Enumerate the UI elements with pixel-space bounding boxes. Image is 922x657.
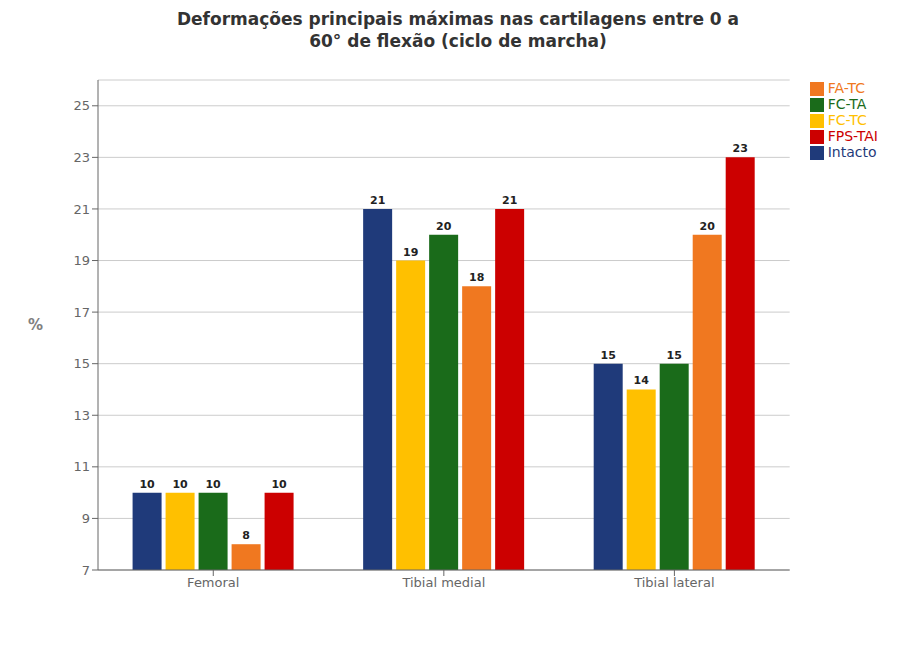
svg-text:Femoral: Femoral xyxy=(187,575,239,590)
svg-text:19: 19 xyxy=(403,246,418,259)
svg-text:23: 23 xyxy=(733,142,748,155)
html-text:Deformações principais máximas: Deformações principais máximas nas carti… xyxy=(176,9,740,29)
svg-text:21: 21 xyxy=(73,202,90,217)
svg-text:23: 23 xyxy=(73,150,90,165)
svg-text:15: 15 xyxy=(73,356,90,371)
svg-text:15: 15 xyxy=(601,349,616,362)
svg-text:17: 17 xyxy=(73,305,90,320)
svg-text:21: 21 xyxy=(370,194,385,207)
svg-text:10: 10 xyxy=(139,478,155,491)
svg-text:20: 20 xyxy=(700,220,716,233)
svg-text:14: 14 xyxy=(634,374,650,387)
svg-text:10: 10 xyxy=(271,478,287,491)
svg-text:19: 19 xyxy=(73,253,90,268)
html-text:FC-TC: FC-TC xyxy=(827,112,867,128)
svg-text:8: 8 xyxy=(242,529,250,542)
html-text:FC-TA: FC-TA xyxy=(827,96,867,112)
svg-text:%: % xyxy=(28,316,43,334)
svg-text:25: 25 xyxy=(73,98,90,113)
html-text:FA-TC: FA-TC xyxy=(827,80,865,96)
html-text:60° de flexão (ciclo de marcha: 60° de flexão (ciclo de marcha) xyxy=(309,31,607,51)
svg-text:Tibial lateral: Tibial lateral xyxy=(633,575,714,590)
svg-text:Tibial medial: Tibial medial xyxy=(401,575,485,590)
svg-text:15: 15 xyxy=(667,349,682,362)
svg-text:13: 13 xyxy=(73,408,90,423)
html-text:FPS-TAI: FPS-TAI xyxy=(827,128,878,144)
svg-text:21: 21 xyxy=(502,194,517,207)
html-text:Intacto: Intacto xyxy=(827,144,877,160)
svg-text:10: 10 xyxy=(172,478,188,491)
svg-text:20: 20 xyxy=(436,220,452,233)
svg-text:7: 7 xyxy=(82,563,90,578)
svg-text:11: 11 xyxy=(73,459,90,474)
svg-text:9: 9 xyxy=(82,511,90,526)
svg-text:18: 18 xyxy=(469,271,484,284)
svg-text:10: 10 xyxy=(205,478,221,491)
